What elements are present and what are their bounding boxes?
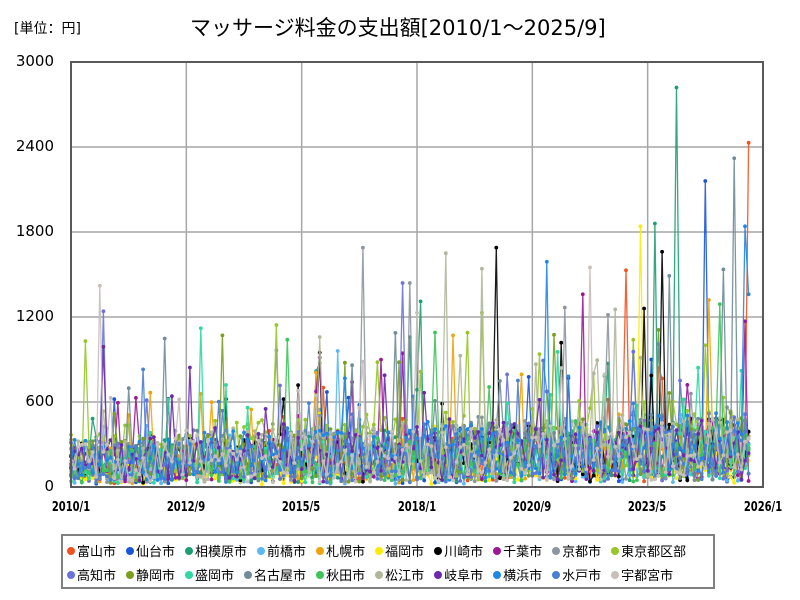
legend-item: 仙台市 bbox=[126, 541, 175, 560]
legend-label: 秋田市 bbox=[326, 569, 366, 584]
legend-marker-icon bbox=[244, 570, 253, 579]
y-tick-label: 1200 bbox=[15, 307, 54, 325]
legend-item: 静岡市 bbox=[126, 565, 175, 584]
legend-marker-icon bbox=[434, 546, 443, 555]
legend-label: 京都市 bbox=[562, 545, 602, 560]
legend-item: 秋田市 bbox=[316, 565, 365, 584]
legend-item: 宇都宮市 bbox=[611, 565, 673, 584]
y-tick-label: 600 bbox=[25, 392, 54, 410]
legend-marker-icon bbox=[67, 570, 75, 579]
legend-marker-icon bbox=[375, 546, 384, 555]
y-tick-label: 1800 bbox=[15, 222, 54, 240]
x-tick-label: 2018/1 bbox=[397, 500, 437, 515]
x-tick-label: 2010/1 bbox=[51, 500, 91, 515]
legend-marker-icon bbox=[316, 570, 325, 579]
legend-marker-icon bbox=[375, 570, 384, 579]
legend-marker-icon bbox=[185, 570, 194, 579]
legend-row-1: 富山市 仙台市 相模原市 前橋市 札幌市 福岡市 川崎市 千葉市 京都市 東京都… bbox=[67, 541, 696, 560]
plot-area bbox=[69, 61, 764, 488]
x-tick-label: 2026/1 bbox=[743, 500, 783, 515]
y-tick-label: 3000 bbox=[15, 52, 54, 70]
legend-marker-icon bbox=[126, 546, 135, 555]
legend-label: 川崎市 bbox=[444, 545, 484, 560]
legend-marker-icon bbox=[552, 546, 561, 555]
legend-label: 名古屋市 bbox=[254, 569, 307, 584]
legend-label: 静岡市 bbox=[136, 569, 176, 584]
legend-label: 松江市 bbox=[385, 569, 425, 584]
legend-item: 横浜市 bbox=[493, 565, 542, 584]
legend-label: 相模原市 bbox=[195, 545, 248, 560]
legend-label: 福岡市 bbox=[385, 545, 425, 560]
legend-item: 東京都区部 bbox=[611, 541, 686, 560]
legend-row-2: 高知市 静岡市 盛岡市 名古屋市 秋田市 松江市 岐阜市 横浜市 水戸市 宇都宮… bbox=[67, 565, 683, 584]
legend-label: 高知市 bbox=[77, 569, 117, 584]
series-宇都宮市 bbox=[69, 265, 751, 485]
legend-item: 名古屋市 bbox=[244, 565, 306, 584]
legend-label: 東京都区部 bbox=[621, 545, 687, 560]
x-tick-label: 2020/9 bbox=[512, 500, 552, 515]
y-tick-label: 2400 bbox=[15, 137, 54, 155]
x-tick-label: 2015/5 bbox=[281, 500, 321, 515]
legend-label: 横浜市 bbox=[503, 569, 543, 584]
legend-label: 前橋市 bbox=[267, 545, 307, 560]
x-tick-label: 2023/5 bbox=[627, 500, 667, 515]
legend-label: 岐阜市 bbox=[444, 569, 484, 584]
legend-label: 千葉市 bbox=[503, 545, 543, 560]
chart-title: マッサージ料金の支出額[2010/1～2025/9] bbox=[190, 16, 606, 40]
legend-item: 川崎市 bbox=[434, 541, 483, 560]
legend-item: 盛岡市 bbox=[185, 565, 234, 584]
legend-marker-icon bbox=[552, 570, 561, 579]
chart-legend: 富山市 仙台市 相模原市 前橋市 札幌市 福岡市 川崎市 千葉市 京都市 東京都… bbox=[61, 534, 715, 589]
legend-item: 福岡市 bbox=[375, 541, 424, 560]
y-tick-label: 0 bbox=[44, 477, 54, 495]
legend-item: 高知市 bbox=[67, 565, 116, 584]
legend-marker-icon bbox=[493, 570, 502, 579]
legend-label: 盛岡市 bbox=[195, 569, 235, 584]
legend-item: 札幌市 bbox=[316, 541, 365, 560]
legend-marker-icon bbox=[126, 570, 135, 579]
legend-item: 相模原市 bbox=[185, 541, 247, 560]
legend-label: 札幌市 bbox=[326, 545, 366, 560]
legend-item: 水戸市 bbox=[552, 565, 601, 584]
legend-label: 富山市 bbox=[77, 545, 117, 560]
legend-marker-icon bbox=[493, 546, 502, 555]
legend-item: 岐阜市 bbox=[434, 565, 483, 584]
legend-marker-icon bbox=[257, 546, 266, 555]
legend-item: 前橋市 bbox=[257, 541, 306, 560]
x-tick-label: 2012/9 bbox=[166, 500, 206, 515]
legend-marker-icon bbox=[67, 546, 75, 555]
unit-label: [単位：円] bbox=[14, 21, 81, 37]
legend-item: 千葉市 bbox=[493, 541, 542, 560]
legend-item: 松江市 bbox=[375, 565, 424, 584]
legend-marker-icon bbox=[434, 570, 443, 579]
legend-marker-icon bbox=[611, 546, 620, 555]
legend-marker-icon bbox=[316, 546, 325, 555]
legend-item: 京都市 bbox=[552, 541, 601, 560]
legend-label: 宇都宮市 bbox=[621, 569, 674, 584]
legend-item: 富山市 bbox=[67, 541, 116, 560]
legend-marker-icon bbox=[185, 546, 194, 555]
legend-marker-icon bbox=[611, 570, 620, 579]
legend-label: 水戸市 bbox=[562, 569, 602, 584]
legend-label: 仙台市 bbox=[136, 545, 176, 560]
